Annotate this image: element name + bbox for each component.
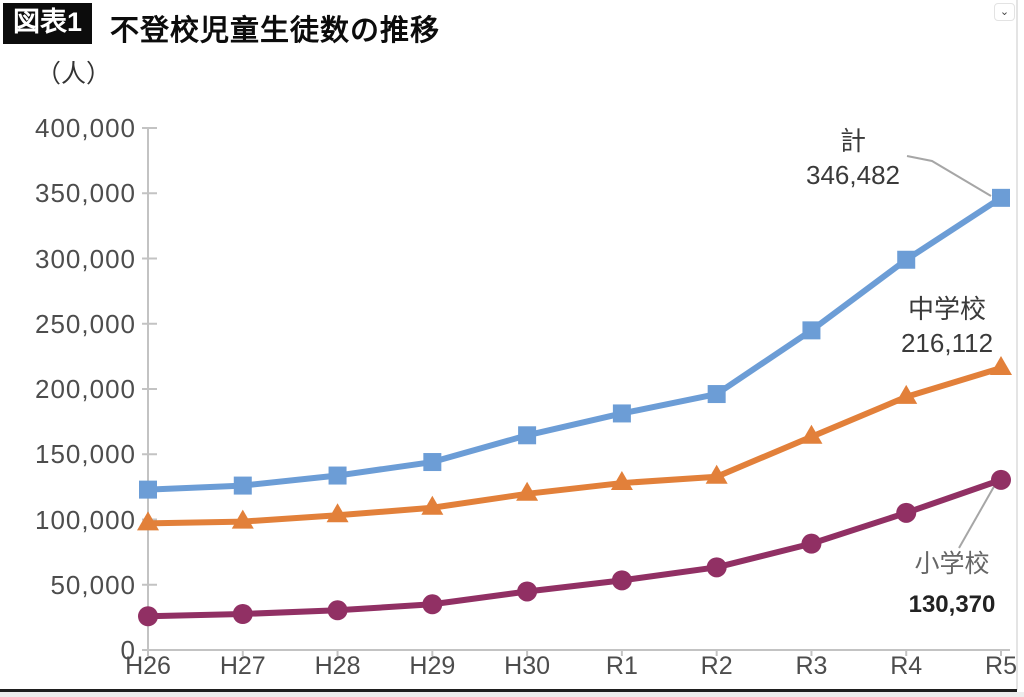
x-axis-tick-label: R5 xyxy=(985,652,1017,680)
x-axis-tick-label: H27 xyxy=(219,652,266,680)
y-axis-tick-label: 0 xyxy=(120,635,136,665)
y-axis-tick-label: 150,000 xyxy=(35,439,136,470)
x-axis-tick-label: H30 xyxy=(504,652,551,680)
chevron-down-icon: ⌄ xyxy=(999,5,1010,18)
annotation-total-value: 346,482 xyxy=(806,160,900,190)
annotation-junior-high: 中学校 216,112 xyxy=(884,292,1010,360)
annotation-total: 計 346,482 xyxy=(792,124,914,192)
y-axis-tick-label: 50,000 xyxy=(50,569,136,600)
y-axis-unit-label: （人） xyxy=(36,60,112,88)
annotation-elementary: 小学校 130,370 xyxy=(894,549,1010,620)
annotation-junior-high-label: 中学校 xyxy=(907,294,986,324)
figure-number-badge: 図表1 xyxy=(3,3,93,44)
chart-title: 不登校児童生徒数の推移 xyxy=(110,15,441,47)
y-axis-tick-label: 350,000 xyxy=(35,178,136,209)
x-axis-tick-label: H29 xyxy=(409,652,456,680)
annotation-junior-high-value: 216,112 xyxy=(900,328,994,358)
x-axis-tick-label: R3 xyxy=(795,652,828,680)
page-bottom-strip xyxy=(0,692,1024,697)
x-axis-tick-label: H26 xyxy=(125,652,171,680)
annotation-total-label: 計 xyxy=(839,126,866,156)
y-axis-tick-label: 300,000 xyxy=(35,243,136,274)
x-axis-tick-label: H28 xyxy=(314,652,361,680)
y-axis-tick-label: 250,000 xyxy=(35,308,136,339)
annotation-elementary-value: 130,370 xyxy=(908,591,996,618)
y-axis-tick-label: 200,000 xyxy=(35,374,136,404)
y-axis-tick-label: 100,000 xyxy=(35,504,136,535)
page-edge-divider xyxy=(1016,0,1018,690)
x-axis-tick-label: R4 xyxy=(890,652,923,680)
x-axis-tick-label: R2 xyxy=(700,652,733,680)
page-bottom-border xyxy=(0,689,1017,692)
y-axis-tick-label: 400,000 xyxy=(35,113,136,143)
collapse-button[interactable]: ⌄ xyxy=(994,3,1015,21)
annotation-elementary-label: 小学校 xyxy=(914,550,990,578)
x-axis-tick-label: R1 xyxy=(605,652,638,680)
